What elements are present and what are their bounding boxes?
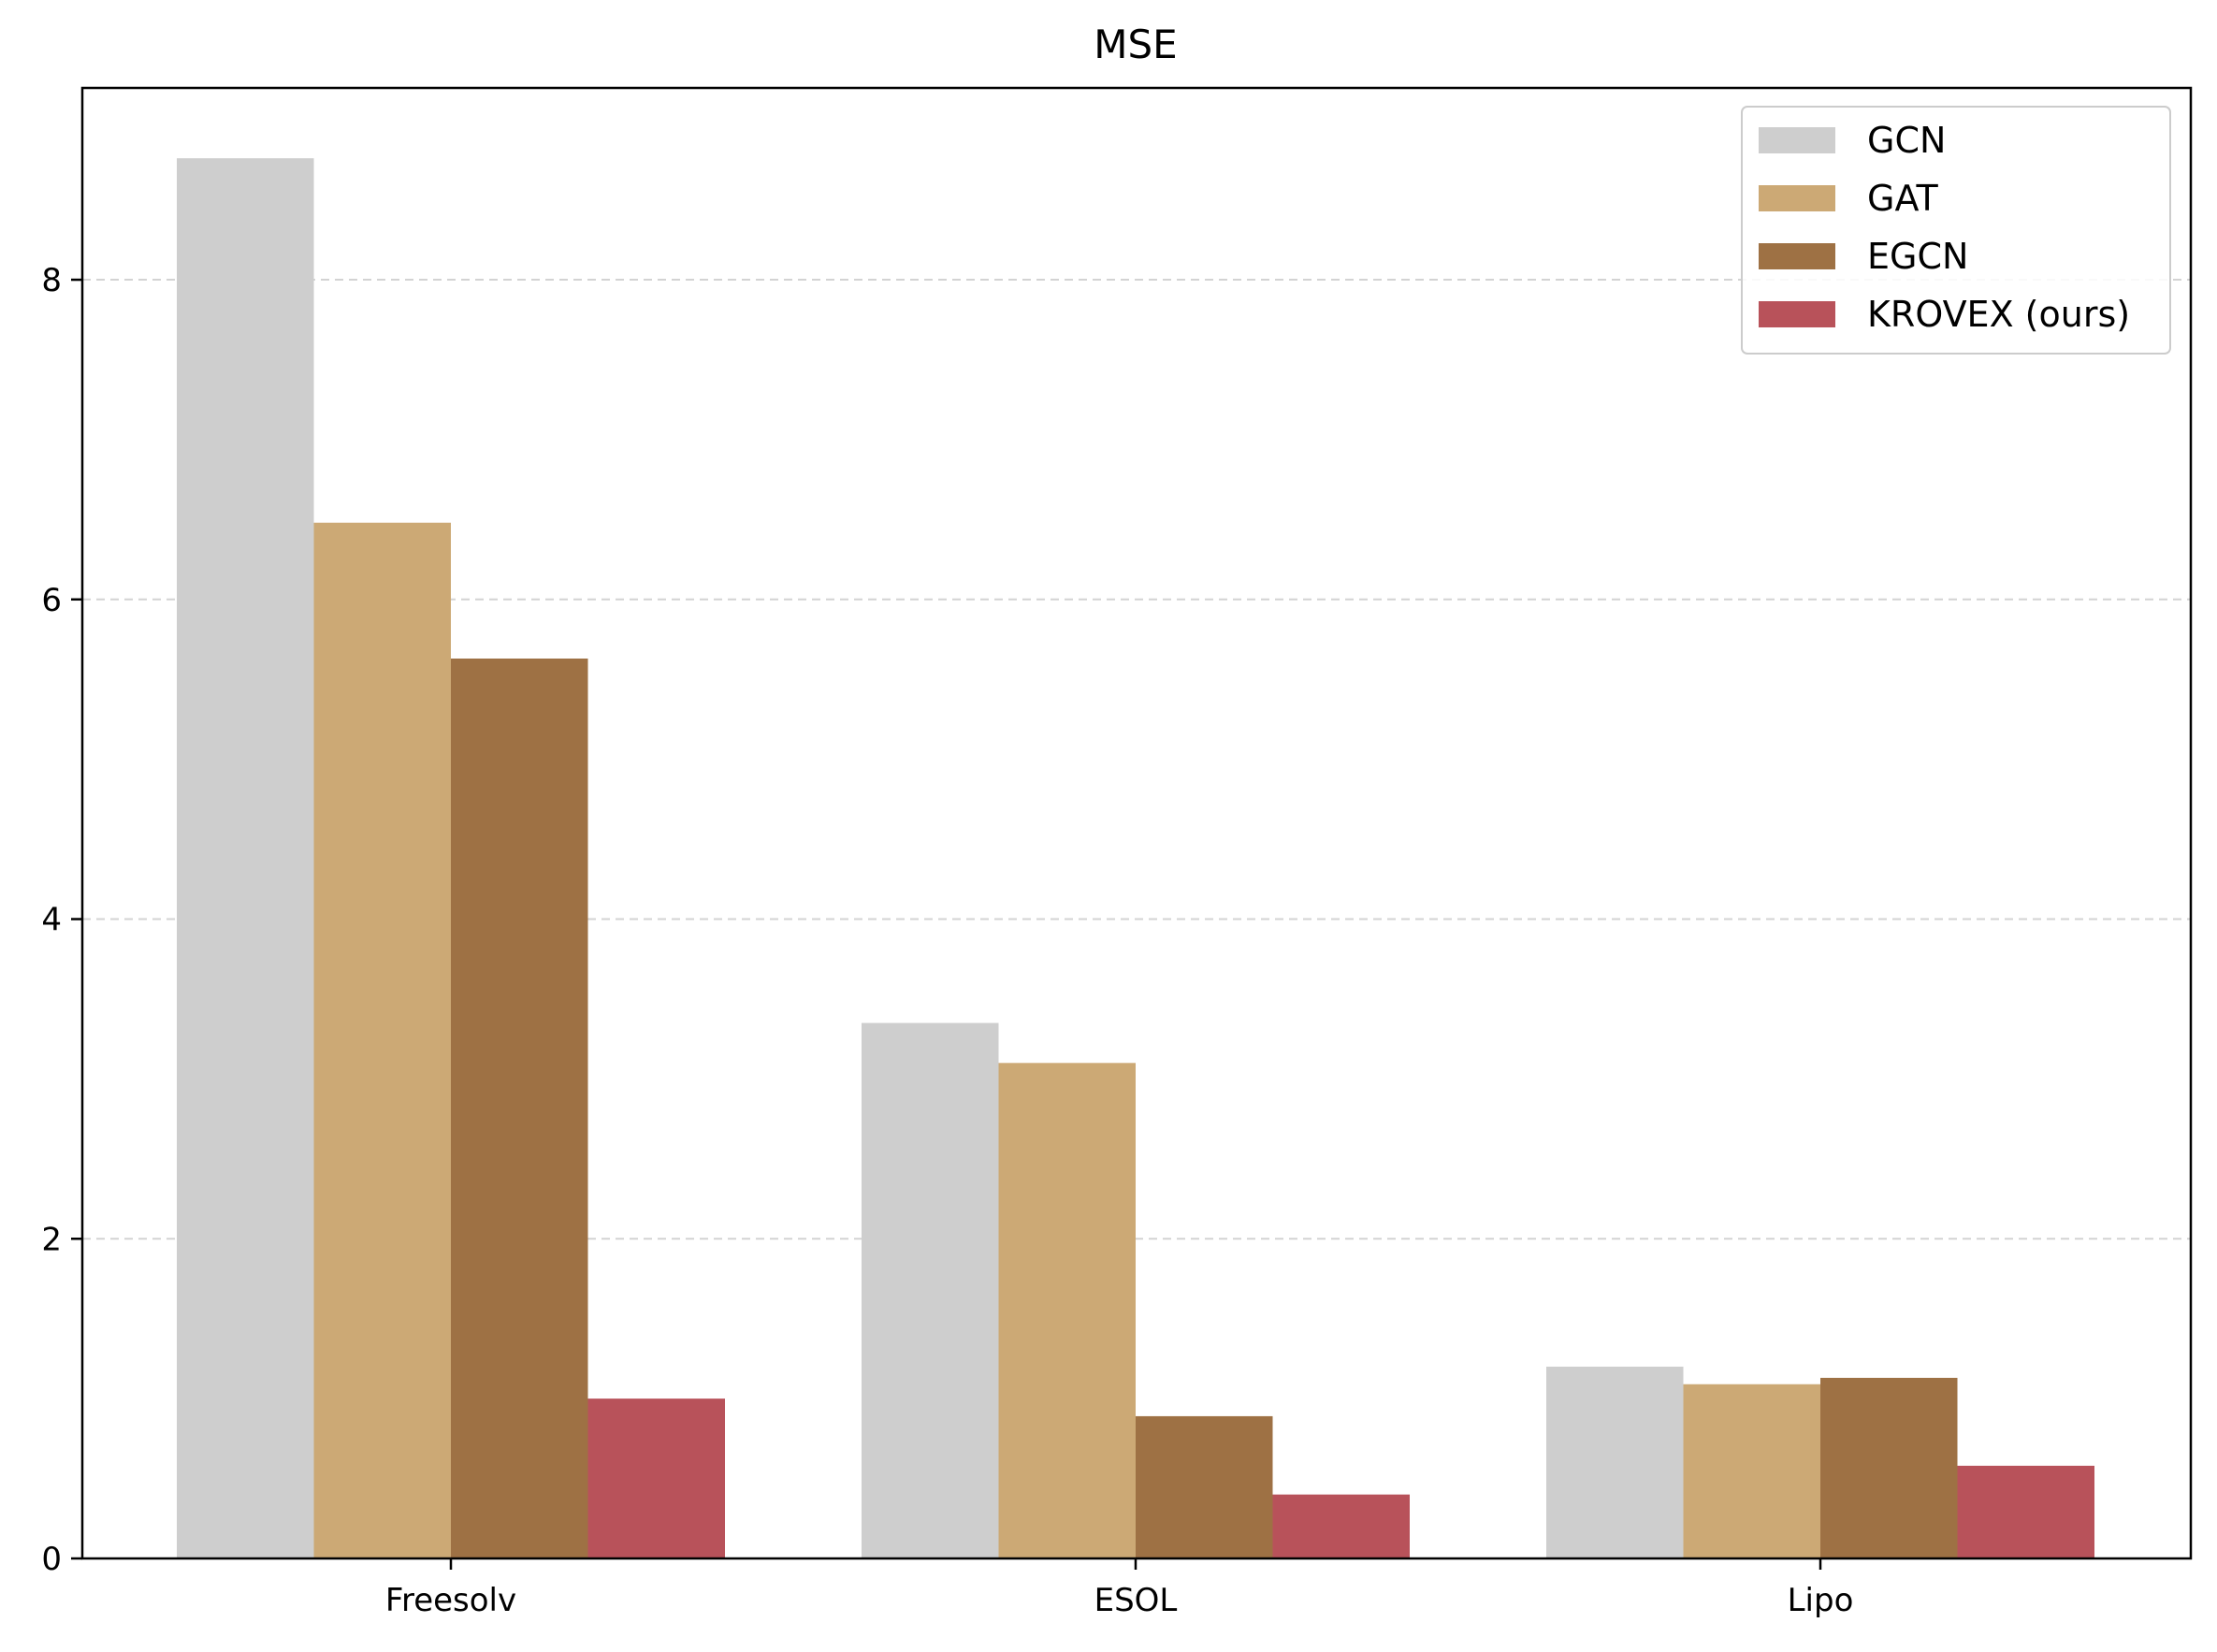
legend-label: EGCN — [1867, 236, 1968, 277]
bar-krovex-esol — [1272, 1494, 1410, 1558]
y-tick-label: 8 — [41, 262, 62, 299]
bar-krovex-freesolv — [587, 1398, 725, 1558]
legend-swatch — [1759, 301, 1835, 327]
bar-gat-freesolv — [313, 522, 451, 1559]
bar-krovex-lipo — [1957, 1465, 2094, 1558]
legend-swatch — [1759, 243, 1835, 269]
legend: GCN GAT EGCN KROVEX (ours) — [1741, 106, 2171, 355]
chart-title: MSE — [1094, 22, 1177, 67]
bar-gcn-freesolv — [177, 158, 314, 1558]
x-tick-label: Lipo — [1788, 1582, 1854, 1619]
x-tick-label: ESOL — [1094, 1582, 1178, 1619]
bar-gcn-lipo — [1546, 1366, 1684, 1558]
y-tick-label: 6 — [41, 582, 62, 619]
bar-egcn-freesolv — [451, 659, 588, 1558]
legend-swatch — [1759, 185, 1835, 211]
y-tick-label: 4 — [41, 902, 62, 939]
bars — [177, 158, 2094, 1559]
x-tick-label: Freesolv — [385, 1582, 516, 1619]
x-axis: Freesolv ESOL Lipo — [385, 1558, 1854, 1619]
y-axis: 0 2 4 6 8 — [41, 262, 82, 1578]
legend-label: GAT — [1867, 178, 1938, 219]
bar-gat-esol — [998, 1063, 1136, 1558]
bar-egcn-esol — [1136, 1415, 1273, 1558]
legend-label: GCN — [1867, 120, 1946, 161]
y-tick-label: 2 — [41, 1221, 62, 1258]
legend-box — [1741, 106, 2171, 355]
bar-egcn-lipo — [1820, 1377, 1958, 1558]
legend-label: KROVEX (ours) — [1867, 294, 2130, 335]
y-tick-label: 0 — [41, 1541, 62, 1578]
bar-gat-lipo — [1683, 1384, 1820, 1558]
bar-gcn-esol — [862, 1022, 999, 1558]
legend-swatch — [1759, 127, 1835, 153]
